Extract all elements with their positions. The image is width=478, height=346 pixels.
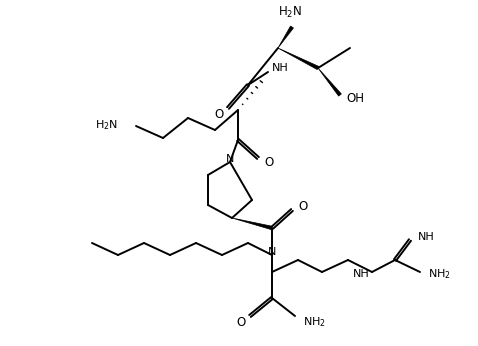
Text: OH: OH (346, 92, 364, 106)
Polygon shape (232, 218, 272, 230)
Text: NH: NH (272, 63, 289, 73)
Text: O: O (215, 108, 224, 120)
Text: $\mathregular{H_2N}$: $\mathregular{H_2N}$ (278, 4, 302, 20)
Text: O: O (298, 200, 307, 212)
Text: $\mathregular{NH_2}$: $\mathregular{NH_2}$ (428, 267, 451, 281)
Text: NH: NH (353, 269, 370, 279)
Polygon shape (278, 48, 319, 70)
Text: O: O (237, 316, 246, 328)
Text: NH: NH (418, 232, 435, 242)
Polygon shape (278, 26, 293, 48)
Polygon shape (318, 68, 341, 96)
Text: N: N (226, 154, 234, 164)
Text: O: O (264, 155, 273, 169)
Text: N: N (268, 247, 276, 257)
Text: $\mathregular{H_2N}$: $\mathregular{H_2N}$ (95, 118, 118, 132)
Text: $\mathregular{NH_2}$: $\mathregular{NH_2}$ (303, 315, 326, 329)
